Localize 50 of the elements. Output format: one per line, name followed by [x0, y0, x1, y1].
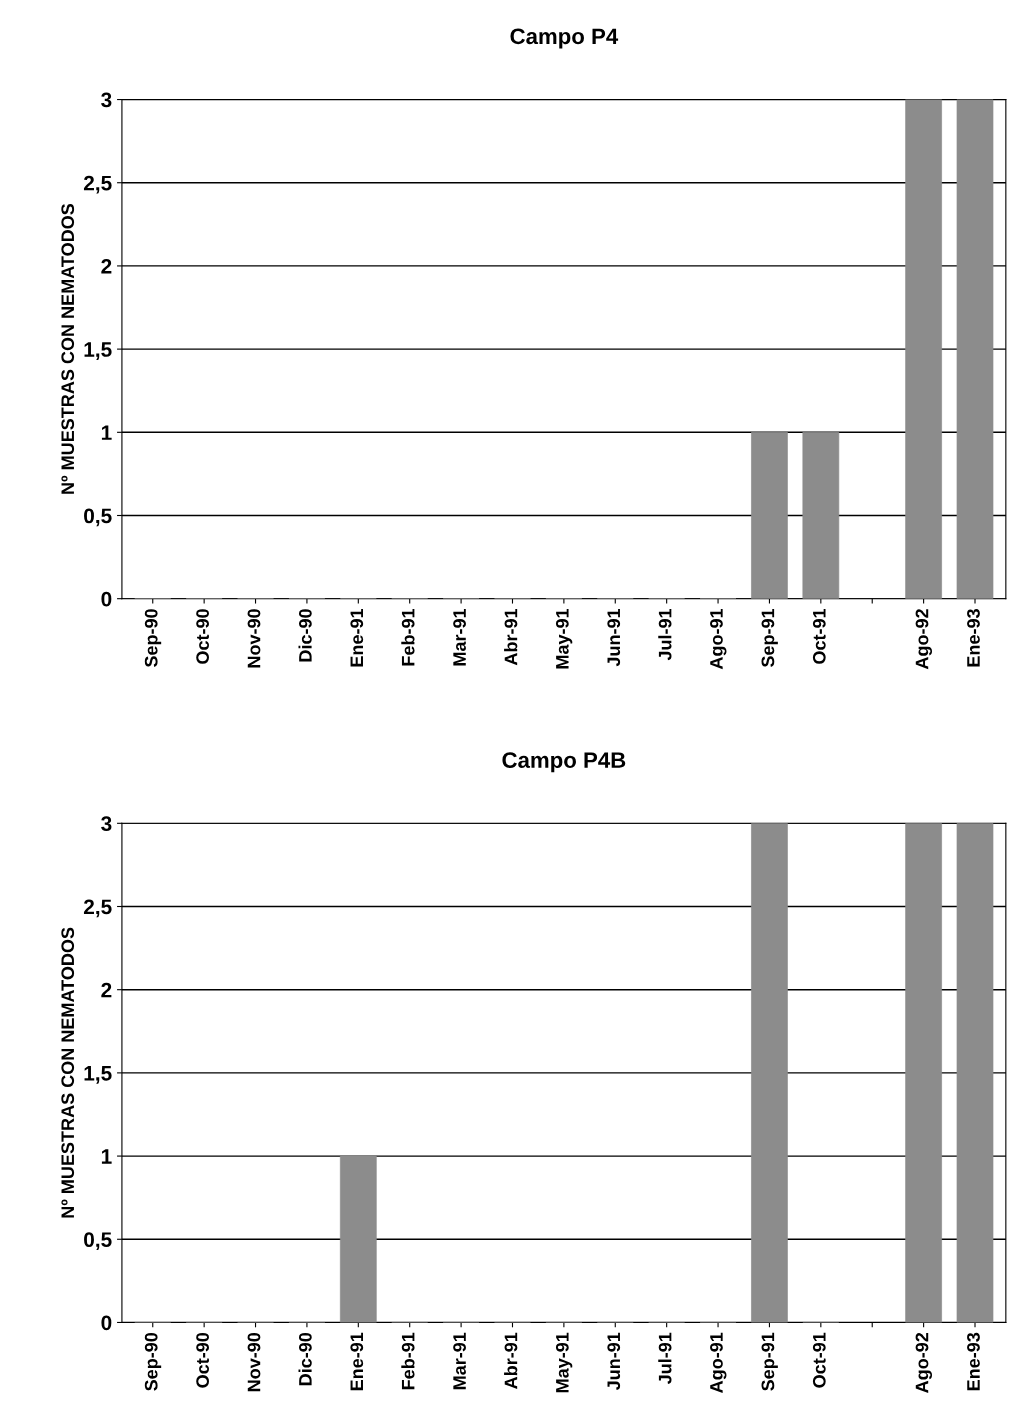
- y-tick-label: 1: [101, 425, 112, 440]
- x-tick-label: May-91: [555, 1332, 573, 1393]
- y-tick-label: 0,5: [84, 508, 112, 527]
- x-tick-label: Nov-90: [247, 609, 261, 668]
- x-tick-label: Oct-91: [812, 608, 826, 664]
- x-tick-label: Ene-91: [350, 1332, 364, 1391]
- x-tick-label: Abr-91: [504, 1332, 518, 1389]
- y-tick-label: 0: [101, 591, 112, 607]
- x-tick-label: Nov-90: [247, 1332, 261, 1392]
- y-tick-label: 0,5: [84, 1232, 112, 1251]
- y-tick-label: 1: [101, 1149, 112, 1164]
- y-tick-label: 3: [101, 816, 112, 832]
- x-tick-label: Ago-92: [915, 609, 933, 670]
- x-tick-label: Ene-91: [350, 608, 364, 667]
- chart-title: Campo P4B: [502, 752, 626, 773]
- y-tick-label: 2: [101, 982, 112, 998]
- y-tick-label: 1,5: [84, 1066, 112, 1084]
- x-tick-label: Sep-91: [761, 608, 778, 668]
- y-tick-label: 3: [101, 92, 112, 108]
- x-tick-label: Jun-91: [607, 1332, 621, 1391]
- x-tick-label: Oct-91: [812, 1332, 826, 1388]
- x-tick-label: Feb-91: [401, 608, 415, 666]
- x-tick-label: Ago-92: [915, 1332, 933, 1393]
- y-tick-label: 2,5: [83, 899, 112, 918]
- y-tick-label: 0: [101, 1315, 112, 1331]
- x-tick-label: Oct-90: [196, 609, 209, 664]
- x-tick-label: Feb-91: [401, 1332, 415, 1390]
- x-tick-label: Oct-90: [196, 1332, 209, 1388]
- x-tick-label: Ago-91: [710, 1332, 727, 1393]
- x-tick-label: Ene-93: [967, 1332, 980, 1391]
- chart-title: Campo P4: [510, 28, 619, 49]
- x-tick-label: Ene-93: [967, 609, 980, 667]
- y-tick-label: 2,5: [83, 175, 112, 194]
- x-tick-label: Mar-91: [453, 1332, 466, 1390]
- x-tick-label: Dic-90: [298, 609, 312, 662]
- x-tick-label: Jun-91: [607, 608, 621, 667]
- x-tick-label: Sep-90: [144, 609, 162, 668]
- y-tick-label: 1,5: [84, 342, 112, 360]
- y-tick-label: 2: [101, 258, 112, 274]
- x-tick-label: Dic-90: [298, 1332, 312, 1386]
- x-tick-label: May-91: [555, 608, 573, 669]
- x-tick-label: Jul-91: [658, 608, 672, 661]
- y-axis-title: Nº MUESTRAS CON NEMATODOS: [61, 927, 75, 1218]
- x-tick-label: Sep-90: [144, 1332, 162, 1391]
- x-tick-label: Sep-91: [761, 1332, 778, 1391]
- x-tick-label: Jul-91: [658, 1332, 672, 1385]
- x-tick-label: Ago-91: [710, 608, 727, 670]
- x-tick-label: Mar-91: [453, 608, 466, 666]
- y-axis-title: Nº MUESTRAS CON NEMATODOS: [61, 203, 75, 494]
- x-tick-label: Abr-91: [504, 608, 518, 666]
